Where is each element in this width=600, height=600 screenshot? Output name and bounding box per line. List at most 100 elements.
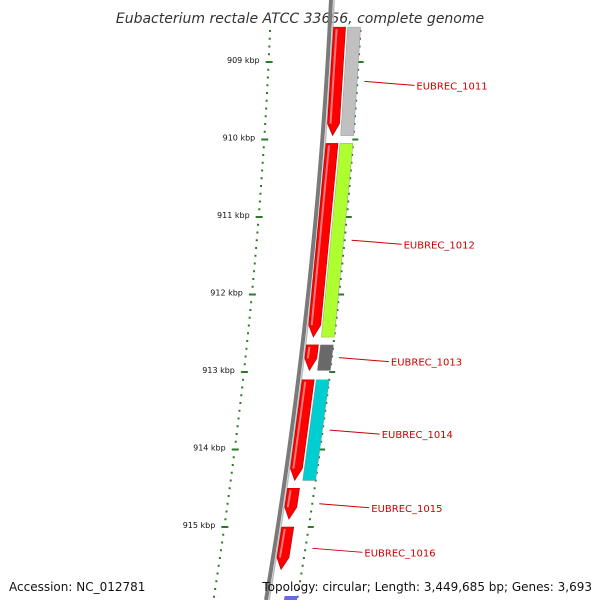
minor-tick: [351, 154, 354, 156]
minor-tick: [300, 572, 303, 575]
minor-tick: [312, 495, 315, 497]
minor-tick: [263, 130, 266, 133]
minor-tick: [304, 549, 307, 552]
gene-arrow-shine: [286, 490, 292, 508]
minor-tick: [225, 510, 228, 513]
minor-tick: [243, 363, 246, 366]
kbp-tick-label: 915 kbp: [183, 521, 216, 530]
minor-tick: [257, 223, 260, 226]
minor-tick: [332, 340, 335, 342]
minor-tick: [250, 301, 253, 304]
minor-tick: [301, 564, 304, 567]
minor-tick: [338, 285, 341, 288]
gene-arrow-shine: [292, 381, 307, 469]
gene-arrow-shine: [278, 528, 286, 558]
minor-tick: [256, 231, 259, 234]
gene-arrow-eubrec_1016: [276, 526, 295, 571]
kbp-tick-label: 913 kbp: [202, 366, 235, 375]
minor-tick: [307, 526, 314, 528]
minor-tick: [246, 340, 249, 342]
minor-tick: [322, 425, 325, 428]
minor-tick: [311, 502, 314, 505]
minor-tick: [258, 208, 261, 211]
gene-arrow-shine: [306, 346, 311, 359]
gene-label-eubrec_1014: EUBREC_1014: [382, 430, 453, 441]
minor-tick: [251, 285, 254, 288]
minor-tick: [217, 564, 220, 567]
minor-tick: [320, 440, 323, 443]
gene-arrow-shine: [329, 29, 338, 124]
minor-tick: [214, 588, 217, 590]
minor-tick: [356, 76, 359, 79]
minor-tick: [299, 580, 302, 583]
minor-tick: [358, 53, 361, 56]
cog-block-eubrec_1012: [321, 143, 354, 338]
minor-tick: [348, 185, 351, 187]
cog-block-eubrec_1011: [340, 26, 361, 136]
gene-leader-line: [338, 357, 389, 363]
minor-tick: [261, 161, 264, 164]
minor-tick: [335, 316, 338, 319]
minor-tick: [266, 84, 269, 87]
minor-tick: [345, 223, 348, 226]
kbp-tick-label: 912 kbp: [210, 289, 243, 298]
minor-tick: [355, 99, 358, 102]
kbp-ticks: 909 kbp 910 kbp 911 kbp 912 kbp 913 kbp 914 k…: [183, 30, 364, 598]
kbp-tick-label: 914 kbp: [193, 444, 226, 453]
minor-tick: [255, 247, 258, 249]
minor-tick: [258, 200, 261, 203]
minor-tick: [234, 440, 237, 443]
minor-tick: [354, 107, 357, 110]
minor-tick: [296, 595, 299, 598]
minor-tick: [334, 324, 337, 327]
minor-tick: [245, 347, 248, 350]
accession-text: Accession: NC_012781: [9, 580, 146, 594]
minor-tick: [249, 309, 252, 311]
major-tick: [221, 526, 229, 528]
minor-tick: [260, 185, 263, 187]
backbone: [264, 0, 335, 600]
minor-tick: [323, 417, 326, 420]
gene-arrow-eubrec_1015: [284, 487, 300, 520]
minor-tick: [238, 409, 241, 412]
minor-tick: [350, 161, 353, 164]
minor-tick: [262, 154, 265, 156]
minor-tick: [247, 324, 250, 327]
minor-tick: [329, 371, 336, 373]
gene-leader-line: [351, 239, 402, 245]
minor-tick: [337, 301, 340, 304]
gene-label-eubrec_1011: EUBREC_1011: [416, 81, 487, 92]
gene-arrow-eubrec_1013: [304, 344, 319, 372]
minor-tick: [224, 518, 227, 521]
minor-tick: [230, 471, 233, 474]
minor-tick: [247, 332, 250, 335]
gene-leader-line: [364, 80, 415, 86]
major-tick: [231, 448, 239, 451]
minor-tick: [342, 254, 345, 257]
minor-tick: [338, 293, 345, 296]
minor-tick: [232, 456, 235, 459]
minor-tick: [237, 417, 240, 420]
kbp-tick-label: 911 kbp: [217, 211, 250, 220]
minor-tick: [264, 123, 267, 125]
genes: [276, 26, 361, 600]
minor-tick: [261, 169, 264, 172]
minor-tick: [268, 37, 271, 40]
minor-tick: [356, 84, 359, 87]
topology-text: Topology: circular; Length: 3,449,685 bp…: [262, 580, 592, 594]
minor-tick: [216, 572, 219, 575]
minor-tick: [339, 278, 342, 280]
kbp-tick-label: 910 kbp: [223, 134, 256, 143]
minor-tick: [297, 588, 300, 590]
minor-tick: [357, 68, 360, 71]
minor-tick: [240, 394, 243, 397]
minor-tick: [349, 169, 352, 172]
minor-tick: [308, 518, 311, 521]
cog-block-eubrec_1013: [317, 344, 334, 371]
minor-tick: [347, 200, 350, 203]
minor-tick: [347, 192, 350, 195]
minor-tick: [345, 216, 352, 218]
minor-tick: [267, 53, 270, 56]
minor-tick: [336, 309, 339, 311]
